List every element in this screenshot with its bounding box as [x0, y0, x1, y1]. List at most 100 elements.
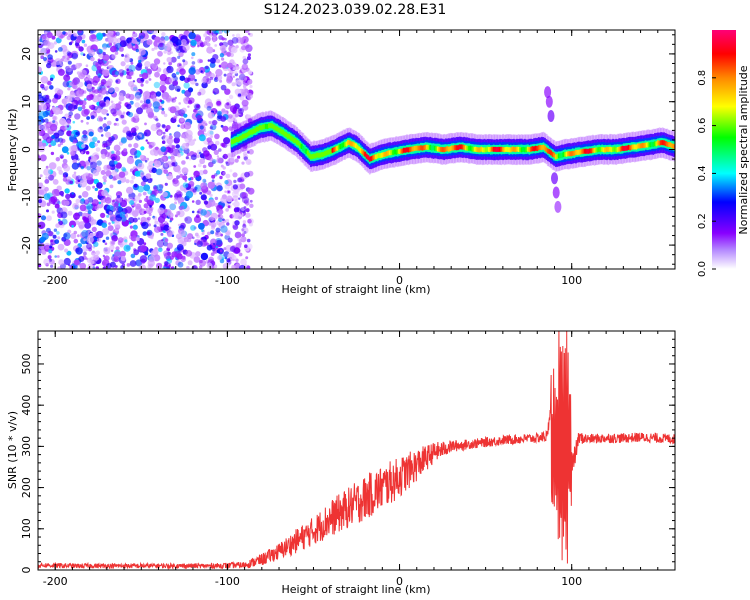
heatmap-cell — [249, 84, 253, 89]
heatmap-cell — [103, 117, 107, 120]
heatmap-cell — [196, 240, 203, 248]
heatmap-cell — [179, 239, 183, 243]
heatmap-cell — [92, 250, 95, 254]
heatmap-cell — [70, 133, 74, 137]
heatmap-cell — [108, 136, 112, 140]
heatmap-cell — [207, 231, 211, 236]
heatmap-cell — [49, 77, 54, 82]
heatmap-cell — [81, 198, 85, 202]
heatmap-cell — [218, 148, 222, 152]
heatmap-cell — [207, 145, 212, 150]
heatmap-cell — [96, 48, 103, 55]
heatmap-cell — [134, 170, 141, 177]
heatmap-cell — [107, 78, 113, 84]
x-tick-label: 100 — [561, 274, 582, 287]
heatmap-cell — [140, 146, 145, 151]
y-tick-label: 400 — [20, 395, 33, 416]
heatmap-cell — [168, 135, 173, 140]
heatmap-cell — [154, 71, 160, 78]
heatmap-cell — [224, 190, 227, 193]
heatmap-cell — [197, 91, 202, 96]
heatmap-cell — [183, 237, 189, 243]
heatmap-cell — [222, 125, 229, 132]
heatmap-cell — [144, 90, 151, 97]
heatmap-cell — [161, 140, 166, 144]
heatmap-cell — [43, 39, 50, 47]
heatmap-cell — [80, 52, 84, 56]
heatmap-cell — [124, 53, 130, 59]
heatmap-cell — [207, 129, 214, 137]
heatmap-cell — [45, 176, 48, 179]
heatmap-cell — [125, 93, 131, 99]
heatmap-cell — [102, 123, 108, 128]
heatmap-cell — [93, 106, 98, 111]
heatmap-cell — [114, 51, 119, 55]
heatmap-cell — [206, 262, 213, 269]
heatmap-cell — [225, 161, 228, 164]
heatmap-cell — [147, 189, 153, 195]
heatmap-cell — [61, 146, 69, 154]
heatmap-cell — [111, 53, 117, 59]
heatmap-cell — [155, 168, 163, 175]
heatmap-cell — [169, 217, 174, 221]
heatmap-cell — [174, 197, 178, 201]
heatmap-cell — [241, 91, 247, 97]
heatmap-cell — [242, 84, 247, 89]
heatmap-cell — [128, 217, 135, 224]
heatmap-cell — [72, 139, 77, 144]
heatmap-cell — [44, 179, 50, 184]
heatmap-cell — [218, 209, 224, 215]
heatmap-cell — [179, 222, 186, 229]
heatmap-cell — [49, 85, 54, 90]
heatmap-cell — [146, 231, 151, 235]
heatmap-cell — [86, 116, 90, 120]
heatmap-cell — [162, 134, 169, 141]
heatmap-cell — [147, 259, 155, 267]
heatmap-cell — [199, 259, 203, 264]
heatmap-cell — [239, 37, 245, 43]
heatmap-cell — [199, 59, 204, 63]
heatmap-cell — [43, 242, 51, 250]
heatmap-cell — [223, 247, 227, 251]
heatmap-cell — [50, 151, 55, 156]
heatmap-cell — [57, 89, 64, 96]
heatmap-cell — [54, 203, 60, 209]
heatmap-cell — [58, 110, 63, 115]
heatmap-cell — [108, 87, 114, 93]
heatmap-cell — [127, 43, 133, 49]
heatmap-cell — [80, 165, 85, 170]
heatmap-cell — [71, 52, 78, 60]
heatmap-cell — [140, 77, 145, 82]
heatmap-cell — [126, 186, 134, 194]
heatmap-cell — [247, 53, 251, 57]
heatmap-cell — [80, 151, 84, 155]
heatmap-cell — [108, 211, 113, 216]
heatmap-cell — [188, 180, 195, 187]
heatmap-cell — [162, 96, 166, 100]
heatmap-cell — [126, 103, 132, 110]
heatmap-cell — [179, 230, 186, 237]
heatmap-cell — [155, 118, 159, 122]
colorbar-label: Normalized spectral amplitude — [737, 65, 750, 234]
heatmap-cell — [137, 217, 141, 220]
heatmap-cell — [100, 134, 104, 137]
heatmap-cell — [191, 210, 195, 214]
heatmap-cell — [162, 266, 167, 269]
heatmap-cell — [165, 173, 169, 177]
heatmap-cell — [195, 251, 201, 257]
heatmap-cell — [124, 239, 128, 243]
heatmap-cell — [166, 57, 172, 63]
heatmap-cell — [55, 30, 62, 37]
heatmap-cell — [85, 160, 90, 165]
heatmap-cell — [216, 100, 222, 106]
x-tick-label: 100 — [561, 575, 582, 588]
heatmap-cell — [230, 254, 237, 262]
heatmap-cell — [206, 46, 214, 54]
heatmap-cell — [212, 39, 216, 43]
heatmap-cell — [245, 201, 250, 206]
heatmap-cell — [223, 73, 227, 77]
heatmap-cell — [47, 138, 51, 143]
heatmap-cell — [234, 82, 237, 86]
heatmap-cell — [106, 113, 109, 116]
heatmap-cell — [46, 202, 51, 207]
